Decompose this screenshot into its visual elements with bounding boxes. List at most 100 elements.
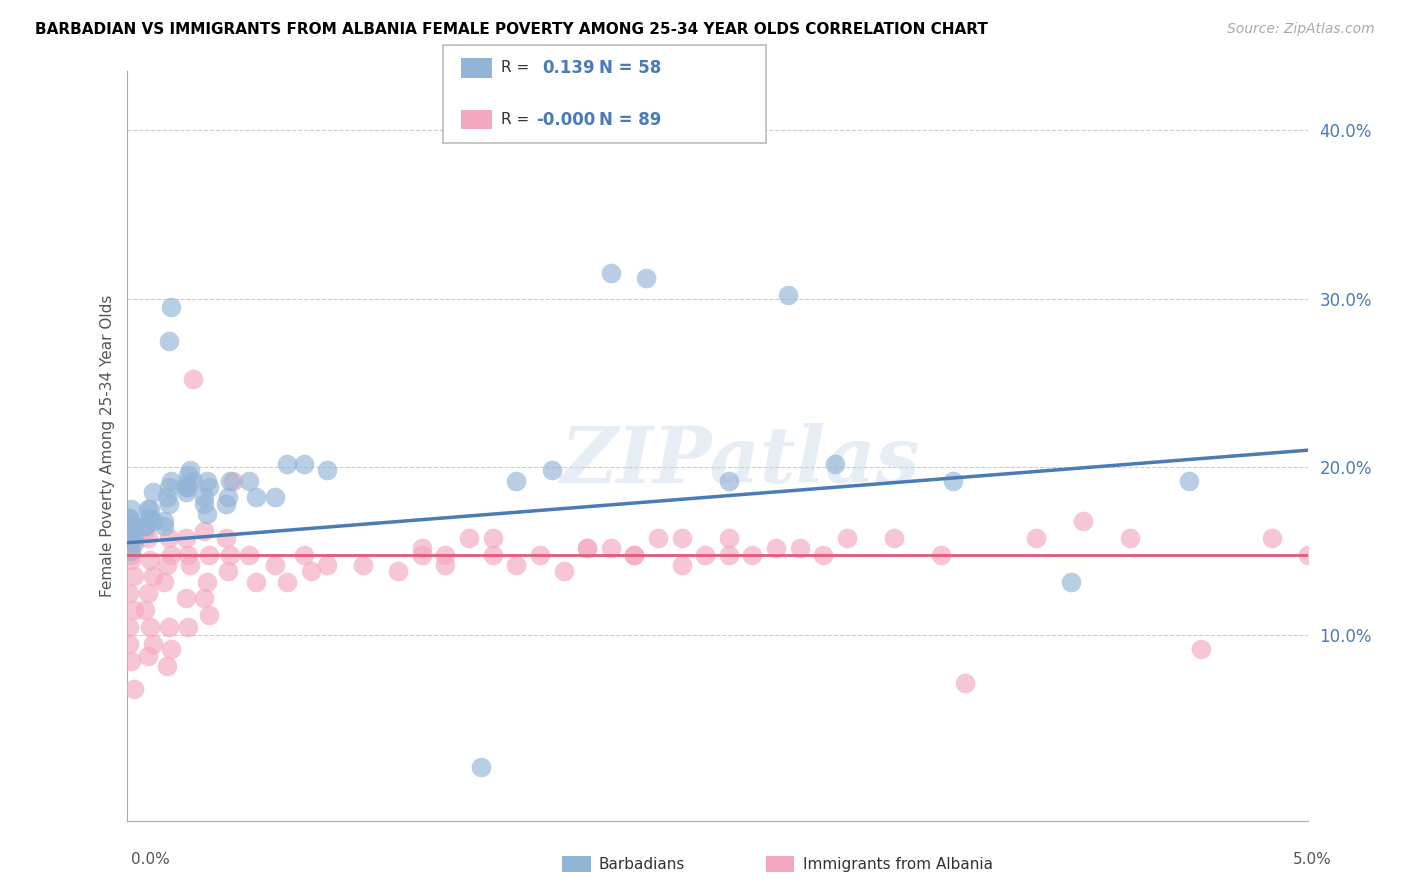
Point [177, 468, 200, 483]
Point [174, 531, 197, 545]
Point [776, 288, 799, 302]
Point [193, 591, 215, 606]
Point [1296, 548, 1319, 562]
Point [118, 527, 141, 541]
Point [177, 620, 200, 634]
Point [174, 480, 197, 494]
Point [195, 474, 218, 488]
Point [195, 574, 218, 589]
Y-axis label: Female Poverty Among 25-34 Year Olds: Female Poverty Among 25-34 Year Olds [100, 295, 115, 597]
Point [198, 608, 221, 623]
Point [813, 548, 835, 562]
Point [157, 497, 180, 511]
Point [122, 569, 145, 583]
Point [120, 552, 142, 566]
Point [789, 541, 811, 555]
Point [647, 531, 669, 545]
Point [717, 474, 740, 488]
Point [139, 620, 162, 634]
Point [599, 267, 621, 281]
Point [434, 558, 457, 572]
Text: -0.000: -0.000 [536, 111, 595, 128]
Point [153, 519, 176, 533]
Point [156, 558, 179, 572]
Point [120, 544, 142, 558]
Point [181, 372, 204, 386]
Point [160, 641, 183, 656]
Point [177, 548, 200, 562]
Point [193, 491, 215, 505]
Point [553, 565, 575, 579]
Point [717, 548, 740, 562]
Text: ZIPatlas: ZIPatlas [561, 423, 921, 500]
Point [1071, 514, 1094, 528]
Text: N = 89: N = 89 [599, 111, 661, 128]
Point [193, 497, 215, 511]
Point [153, 514, 176, 528]
Point [695, 548, 717, 562]
Point [177, 480, 200, 494]
Point [636, 271, 658, 285]
Point [671, 531, 693, 545]
Point [134, 519, 156, 533]
Point [139, 510, 162, 524]
Point [156, 658, 179, 673]
Point [623, 548, 645, 562]
Point [276, 574, 298, 589]
Point [134, 524, 156, 538]
Text: Barbadians: Barbadians [599, 857, 685, 871]
Point [141, 569, 163, 583]
Point [717, 531, 740, 545]
Point [174, 591, 197, 606]
Point [931, 548, 953, 562]
Point [139, 552, 162, 566]
Point [470, 760, 492, 774]
Point [316, 463, 339, 477]
Point [136, 502, 159, 516]
Point [118, 637, 141, 651]
Point [505, 558, 527, 572]
Point [118, 524, 141, 538]
Text: R =: R = [501, 61, 529, 75]
Point [141, 514, 163, 528]
Point [179, 558, 201, 572]
Point [174, 485, 197, 500]
Text: N = 58: N = 58 [599, 59, 661, 77]
Point [136, 531, 159, 545]
Point [198, 480, 221, 494]
Text: Source: ZipAtlas.com: Source: ZipAtlas.com [1227, 22, 1375, 37]
Point [157, 620, 180, 634]
Point [540, 463, 562, 477]
Point [174, 476, 197, 491]
Point [264, 558, 287, 572]
Point [136, 586, 159, 600]
Point [139, 502, 162, 516]
Point [1025, 531, 1047, 545]
Point [1060, 574, 1083, 589]
Point [481, 531, 503, 545]
Point [505, 474, 527, 488]
Point [824, 457, 846, 471]
Point [1178, 474, 1201, 488]
Point [219, 548, 242, 562]
Text: Immigrants from Albania: Immigrants from Albania [803, 857, 993, 871]
Point [120, 654, 142, 668]
Point [411, 548, 433, 562]
Point [157, 334, 180, 348]
Point [120, 519, 142, 533]
Point [599, 541, 621, 555]
Point [118, 510, 141, 524]
Point [1119, 531, 1142, 545]
Point [765, 541, 787, 555]
Point [835, 531, 858, 545]
Point [136, 510, 159, 524]
Point [217, 491, 239, 505]
Point [120, 519, 142, 533]
Point [458, 531, 481, 545]
Point [120, 548, 142, 562]
Text: R =: R = [501, 112, 529, 127]
Point [576, 541, 599, 555]
Point [122, 531, 145, 545]
Point [741, 548, 763, 562]
Point [942, 474, 965, 488]
